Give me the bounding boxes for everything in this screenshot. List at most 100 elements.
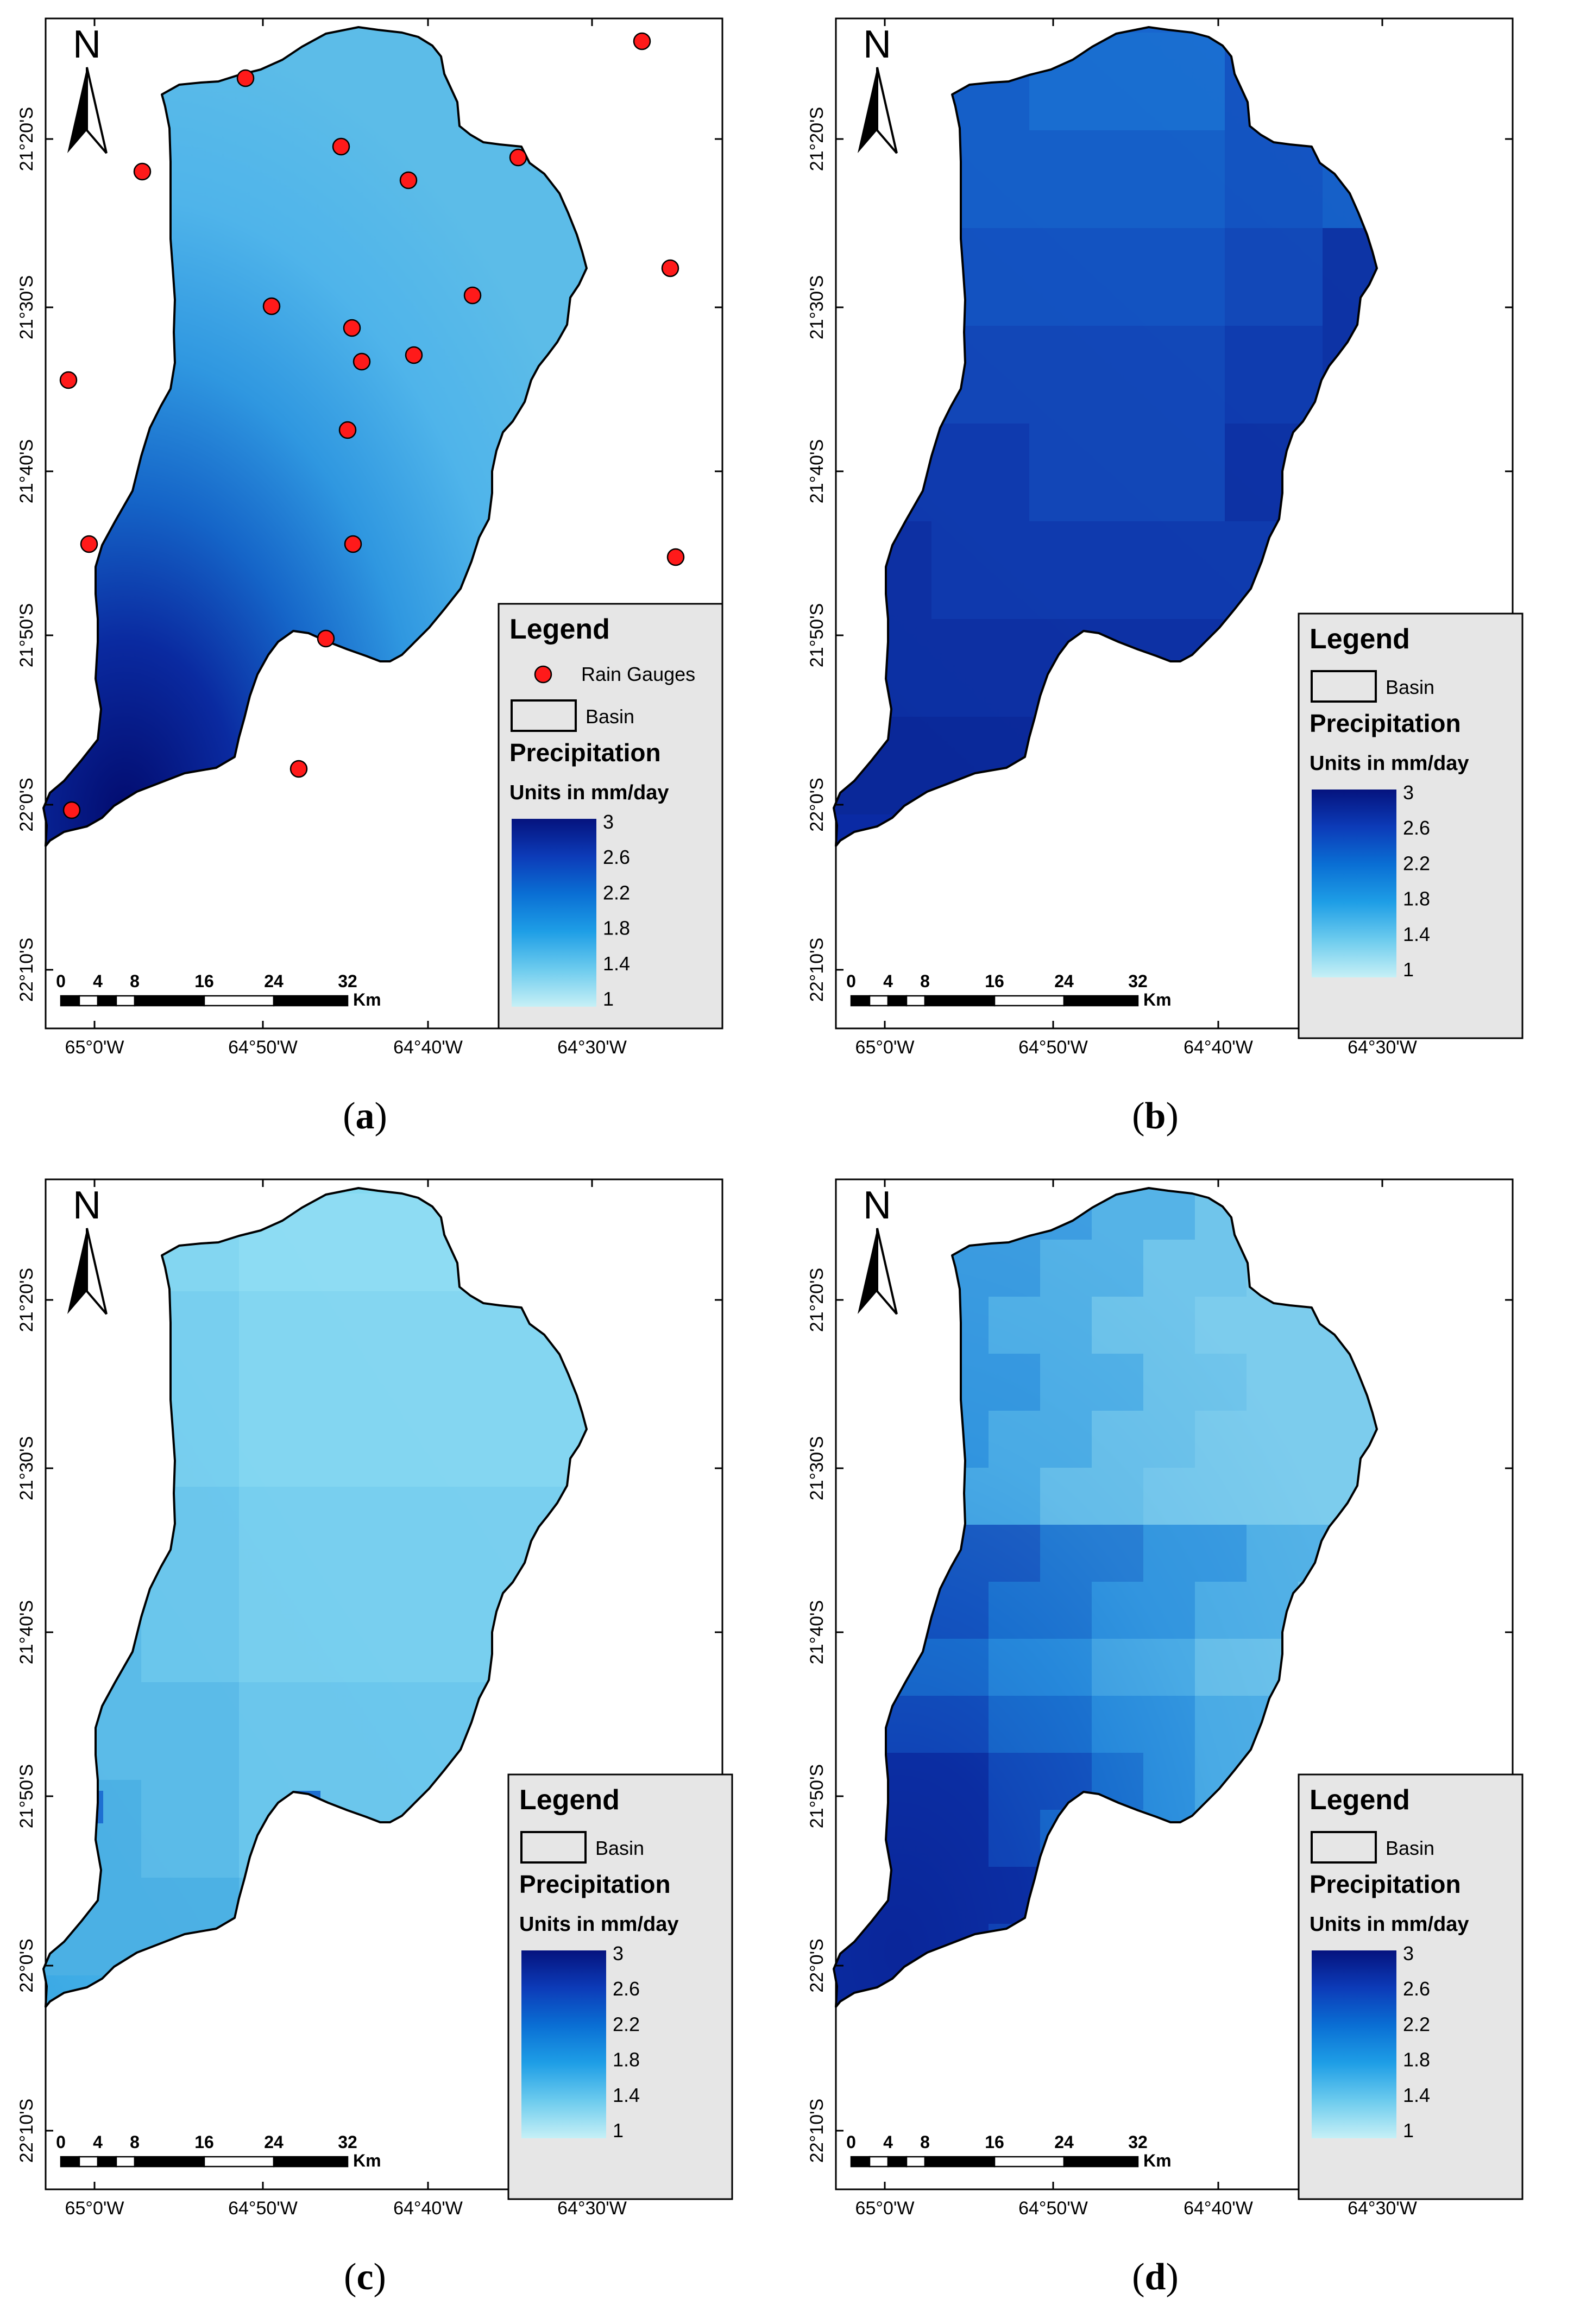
rain-gauge [344,535,362,553]
lat-label: 21°40'S [16,439,37,503]
north-label: N [863,1184,891,1227]
lat-label: 22°10'S [807,2099,827,2163]
lon-label: 64°50'W [228,2198,298,2219]
scale-tick: 32 [1128,2132,1148,2152]
legend-title: Legend [1310,1784,1410,1816]
north-arrow-icon: N [858,1184,898,1315]
legend-precip-title: Precipitation [519,1870,671,1898]
legend: Legend Basin Precipitation Units in mm/day 3… [1298,1773,1524,2200]
legend-units: Units in mm/day [519,1913,679,1936]
map-panel-b: N 21°20'S 21°30'S 21°40'S 21°50'S 22°0'S 22°10… [807,17,1524,1137]
rain-gauge [463,286,482,305]
legend-value: 1.8 [603,917,630,939]
scale-tick: 0 [56,2132,66,2152]
legend-title: Legend [519,1784,620,1816]
lat-label: 22°0'S [807,778,827,832]
legend-units: Units in mm/day [1310,1913,1469,1936]
legend: Legend Basin Precipitation Units in mm/day 3… [1298,612,1524,1039]
legend-value: 1 [603,988,614,1010]
lon-label: 64°30'W [1348,1037,1417,1058]
lon-label: 64°30'W [1348,2198,1417,2219]
north-label: N [73,23,101,66]
rain-gauge [343,319,361,337]
legend-basin: Basin [1386,676,1434,698]
caption-letter: a [356,1095,375,1137]
legend-precip-title: Precipitation [509,738,661,767]
lon-label: 64°30'W [557,2198,627,2219]
legend-value: 1.8 [613,2049,640,2071]
basin-outline [42,1187,588,2008]
scale-tick: 8 [920,2132,930,2152]
rain-gauge [317,629,335,648]
lat-label: 22°10'S [16,2099,37,2163]
lat-label: 21°40'S [807,1600,827,1664]
legend-value: 1.4 [1403,923,1430,945]
scale-tick: 24 [264,971,284,991]
rain-gauge [289,760,308,778]
legend-value: 3 [603,811,614,833]
legend-value: 1.8 [1403,888,1430,910]
legend-value: 1.4 [613,2084,640,2106]
lat-label: 21°50'S [807,603,827,667]
north-label: N [863,23,891,66]
lat-label: 22°10'S [807,938,827,1002]
scale-tick: 32 [338,2132,357,2152]
legend-value: 1 [1403,958,1414,981]
lat-label: 22°0'S [16,778,37,832]
lon-label: 64°30'W [557,1037,627,1058]
legend-value: 2.6 [1403,817,1430,839]
rain-gauge [661,259,679,277]
legend-value: 2.6 [613,1978,640,2000]
lon-label: 64°50'W [228,1037,298,1058]
scale-tick: 16 [194,2132,214,2152]
scale-tick: 16 [985,971,1004,991]
scale-tick: 0 [56,971,66,991]
legend-basin: Basin [1386,1837,1434,1859]
legend-value: 2.2 [1403,2013,1430,2035]
rain-gauge [399,171,418,190]
caption-letter: d [1145,2256,1166,2298]
lat-label: 21°50'S [807,1764,827,1828]
lat-label: 21°50'S [16,603,37,667]
lon-label: 64°50'W [1018,2198,1088,2219]
north-arrow-icon: N [67,1184,108,1315]
rain-gauge [332,137,350,156]
scale-unit: Km [353,990,381,1009]
scale-tick: 8 [130,971,140,991]
panel-caption: (c) [344,2256,386,2298]
scale-tick: 24 [1054,971,1074,991]
lat-label: 21°30'S [16,1436,37,1500]
rain-gauge [666,548,685,566]
legend-title: Legend [509,614,610,645]
panel-caption: (a) [343,1095,387,1137]
scale-tick: 16 [194,971,214,991]
lon-label: 64°40'W [1184,1037,1253,1058]
rain-gauge [352,352,371,371]
legend-value: 2.6 [603,846,630,868]
legend-value: 2.2 [613,2013,640,2035]
lat-label: 22°10'S [16,938,37,1002]
map-panel-a: N 21°20'S 21°30'S 21°40'S 21°50'S 22°0'S 22°10… [16,17,723,1137]
rain-gauge [236,69,255,87]
lon-label: 64°50'W [1018,1037,1088,1058]
scale-tick: 4 [883,2132,893,2152]
legend-basin: Basin [595,1837,644,1859]
scale-tick: 4 [93,2132,103,2152]
north-label: N [73,1184,101,1227]
scale-tick: 32 [1128,971,1148,991]
lat-label: 21°40'S [16,1600,37,1664]
rain-gauge [133,162,152,181]
rain-gauge [405,346,423,364]
scale-tick: 0 [846,971,856,991]
lat-label: 21°20'S [16,1268,37,1332]
legend-title: Legend [1310,623,1410,655]
lon-label: 64°40'W [393,2198,463,2219]
legend-value: 3 [1403,781,1414,804]
legend: Legend Rain Gauges Basin Precipitation Units… [498,603,723,1030]
legend-value: 2.6 [1403,1978,1430,2000]
scale-tick: 16 [985,2132,1004,2152]
legend-value: 1 [613,2119,624,2142]
